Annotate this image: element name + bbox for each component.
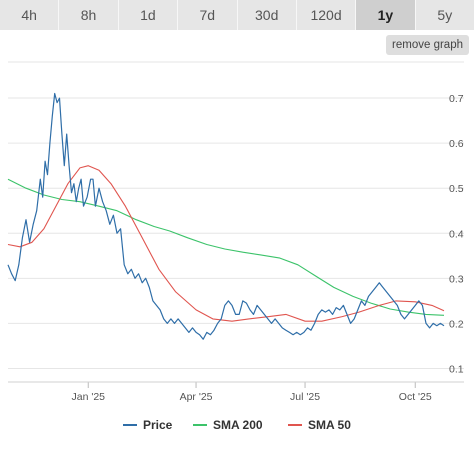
y-axis: 0.1 0.2 0.3 0.4 0.5 0.6 0.7 (449, 93, 464, 375)
legend: Price SMA 200 SMA 50 (123, 418, 351, 432)
y-tick-label: 0.2 (449, 318, 464, 330)
series-line-sma-200 (7, 178, 445, 316)
x-axis: Jan '25 Apr '25 Jul '25 Oct '25 (8, 381, 464, 403)
range-tabs: 4h 8h 1d 7d 30d 120d 1y 5y (0, 0, 474, 30)
y-tick-label: 0.7 (449, 93, 464, 105)
series-line-price (7, 92, 445, 340)
remove-graph-button[interactable]: remove graph (386, 35, 469, 55)
y-tick-label: 0.6 (449, 138, 464, 150)
tab-8h[interactable]: 8h (59, 0, 119, 30)
series-line-sma-50 (7, 165, 445, 322)
y-tick-label: 0.4 (449, 228, 464, 240)
legend-label-price[interactable]: Price (143, 418, 173, 432)
tab-120d[interactable]: 120d (296, 0, 357, 30)
tab-30d[interactable]: 30d (237, 0, 297, 30)
x-tick-label: Oct '25 (399, 391, 432, 403)
grid (8, 61, 464, 369)
y-tick-label: 0.3 (449, 273, 464, 285)
legend-label-sma-200[interactable]: SMA 200 (213, 418, 263, 432)
legend-label-sma-50[interactable]: SMA 50 (308, 418, 351, 432)
price-chart: 0.1 0.2 0.3 0.4 0.5 0.6 0.7 Jan '25 Apr '25 Jul … (7, 61, 464, 432)
x-tick-label: Apr '25 (180, 391, 213, 403)
x-tick-label: Jan '25 (71, 391, 105, 403)
tab-4h[interactable]: 4h (0, 0, 60, 30)
tab-7d[interactable]: 7d (178, 0, 238, 30)
x-tick-label: Jul '25 (290, 391, 320, 403)
tab-1d[interactable]: 1d (118, 0, 179, 30)
y-tick-label: 0.1 (449, 363, 464, 375)
tab-5y[interactable]: 5y (415, 0, 474, 30)
y-tick-label: 0.5 (449, 183, 464, 195)
tab-1y[interactable]: 1y (356, 0, 416, 30)
series-layer (7, 92, 445, 340)
